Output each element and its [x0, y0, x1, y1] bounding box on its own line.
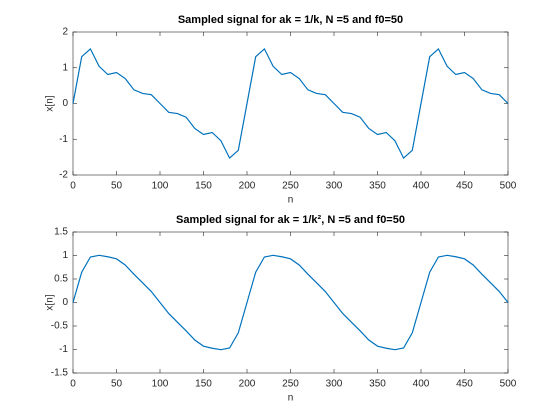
x-tick-label: 0: [70, 181, 76, 192]
plot-area: [72, 231, 509, 374]
signal-line: [72, 254, 509, 351]
x-tick-label: 150: [195, 379, 212, 390]
y-tick-label: 1: [62, 250, 68, 261]
y-tick-label: -0.5: [51, 321, 69, 332]
y-tick-label: 2: [62, 27, 68, 38]
x-tick-label: 450: [456, 181, 473, 192]
x-tick-label: 150: [195, 181, 212, 192]
x-tick-label: 500: [500, 181, 517, 192]
y-tick-label: -1.5: [51, 368, 69, 379]
y-tick-label: -1: [59, 344, 68, 355]
y-tick-label: -2: [59, 170, 68, 181]
chart-title: Sampled signal for ak = 1/k, N =5 and f0…: [178, 14, 403, 26]
y-tick-label: 0: [62, 297, 68, 308]
x-tick-label: 500: [500, 379, 517, 390]
y-axis-label: x[n]: [45, 95, 56, 111]
y-axis-label: x[n]: [45, 294, 56, 310]
x-tick-label: 300: [326, 181, 343, 192]
y-tick-label: 1.5: [54, 227, 68, 238]
x-tick-label: 250: [282, 181, 299, 192]
x-tick-label: 400: [413, 181, 430, 192]
x-tick-label: 100: [152, 379, 169, 390]
x-tick-label: 450: [456, 379, 473, 390]
x-tick-label: 250: [282, 379, 299, 390]
x-axis-label: n: [288, 393, 294, 404]
x-tick-label: 400: [413, 379, 430, 390]
x-tick-label: 200: [239, 379, 256, 390]
x-tick-label: 50: [111, 379, 123, 390]
y-tick-label: -1: [59, 134, 68, 145]
y-tick-label: 0.5: [54, 274, 68, 285]
x-tick-label: 350: [369, 379, 386, 390]
x-tick-label: 200: [239, 181, 256, 192]
x-tick-label: 300: [326, 379, 343, 390]
y-tick-label: 0: [62, 98, 68, 109]
x-tick-label: 50: [111, 181, 123, 192]
x-tick-label: 350: [369, 181, 386, 192]
chart-title: Sampled signal for ak = 1/k², N =5 and f…: [176, 214, 405, 226]
x-tick-label: 100: [152, 181, 169, 192]
y-tick-label: 1: [62, 62, 68, 73]
plot-area: [72, 31, 509, 176]
signal-line: [72, 47, 509, 160]
x-tick-label: 0: [70, 379, 76, 390]
x-axis-label: n: [288, 195, 294, 206]
